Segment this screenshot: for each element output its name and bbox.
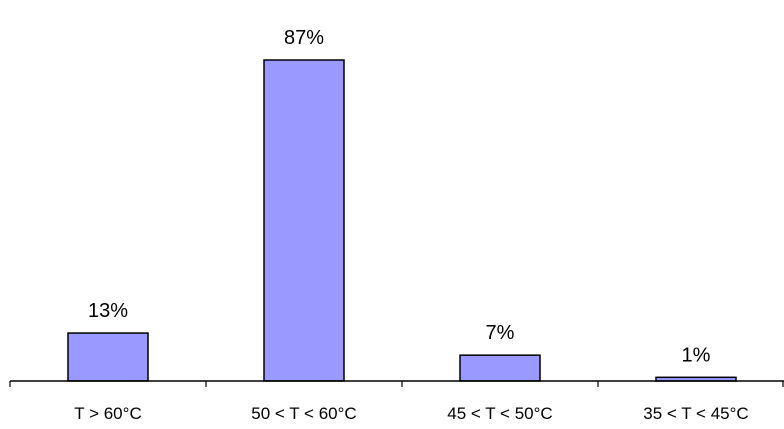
x-tick-label: 45 < T < 50°C — [447, 404, 552, 423]
category-labels-layer: T > 60°C 50 < T < 60°C 45 < T < 50°C 35 < T… — [74, 404, 748, 423]
x-axis — [9, 380, 784, 387]
x-tick-label: 50 < T < 60°C — [251, 404, 356, 423]
bar — [459, 354, 541, 382]
x-tick-label: 35 < T < 45°C — [643, 404, 748, 423]
data-label: 7% — [486, 322, 515, 344]
bar — [67, 332, 149, 382]
value-labels-layer: 13% 87% 7% 1% — [88, 27, 711, 366]
x-tick-label: T > 60°C — [74, 404, 141, 423]
bar — [263, 59, 345, 382]
bars-layer — [67, 59, 737, 382]
data-label: 13% — [88, 300, 128, 322]
data-label: 1% — [682, 344, 711, 366]
data-label: 87% — [284, 27, 324, 49]
